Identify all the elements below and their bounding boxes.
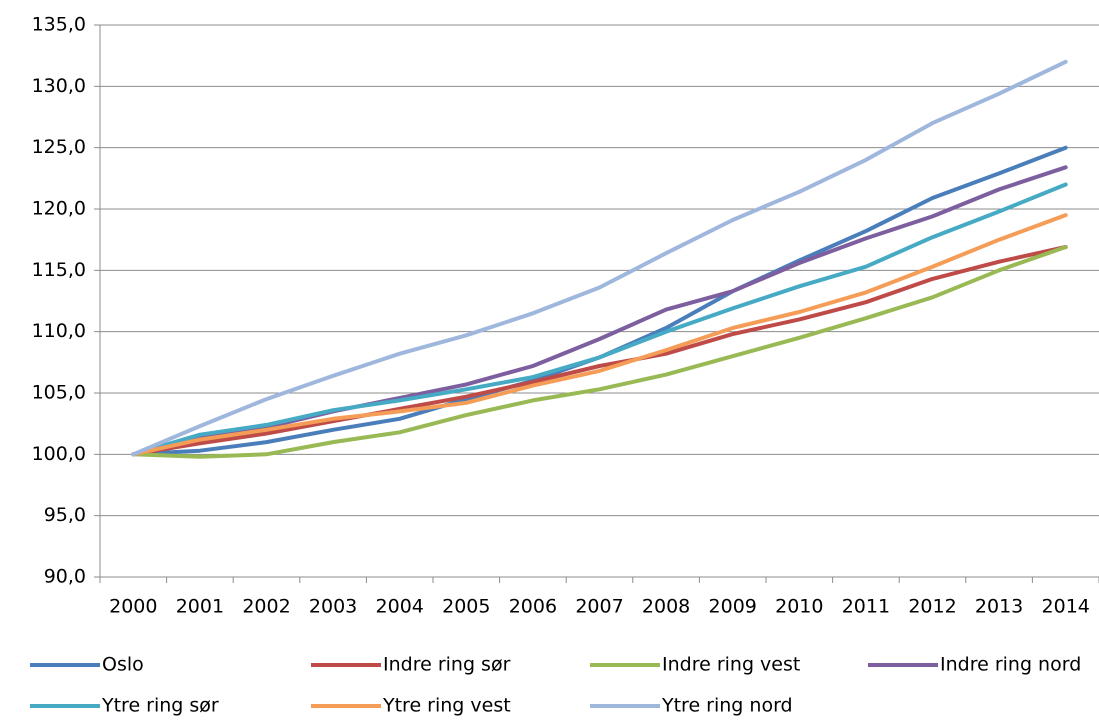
x-tick-label: 2008 bbox=[642, 596, 690, 618]
legend-label: Ytre ring vest bbox=[382, 695, 511, 717]
x-tick-label: 2012 bbox=[908, 596, 956, 618]
x-tick-label: 2005 bbox=[442, 596, 490, 618]
x-tick-label: 2009 bbox=[709, 596, 757, 618]
series-line bbox=[131, 213, 1068, 457]
series-line bbox=[131, 245, 1068, 457]
x-tick-label: 2014 bbox=[1042, 596, 1090, 618]
legend-label: Oslo bbox=[102, 654, 144, 676]
x-tick-label: 2001 bbox=[176, 596, 224, 618]
y-tick-label: 110,0 bbox=[32, 320, 86, 342]
x-tick-label: 2011 bbox=[842, 596, 890, 618]
legend-label: Indre ring nord bbox=[940, 654, 1081, 676]
x-tick-label: 2002 bbox=[242, 596, 290, 618]
x-tick-label: 2010 bbox=[775, 596, 823, 618]
y-tick-label: 130,0 bbox=[32, 75, 86, 97]
y-tick-label: 100,0 bbox=[32, 443, 86, 465]
x-tick-label: 2000 bbox=[109, 596, 157, 618]
legend-label: Indre ring vest bbox=[662, 654, 800, 676]
y-tick-label: 95,0 bbox=[44, 504, 86, 526]
y-tick-label: 125,0 bbox=[32, 136, 86, 158]
series-line bbox=[131, 59, 1068, 457]
x-tick-label: 2003 bbox=[309, 596, 357, 618]
legend-label: Ytre ring sør bbox=[101, 695, 219, 717]
y-tick-label: 135,0 bbox=[32, 14, 86, 36]
y-tick-label: 115,0 bbox=[32, 259, 86, 281]
x-tick-label: 2004 bbox=[376, 596, 424, 618]
legend-label: Ytre ring nord bbox=[661, 695, 793, 717]
y-tick-label: 90,0 bbox=[44, 566, 86, 588]
y-tick-label: 120,0 bbox=[32, 198, 86, 220]
x-tick-label: 2006 bbox=[509, 596, 557, 618]
series-line bbox=[131, 165, 1068, 457]
series-line bbox=[131, 245, 1068, 459]
legend-label: Indre ring sør bbox=[383, 654, 511, 676]
y-tick-label: 105,0 bbox=[32, 382, 86, 404]
x-tick-label: 2013 bbox=[975, 596, 1023, 618]
series-line bbox=[131, 182, 1068, 457]
x-tick-label: 2007 bbox=[575, 596, 623, 618]
